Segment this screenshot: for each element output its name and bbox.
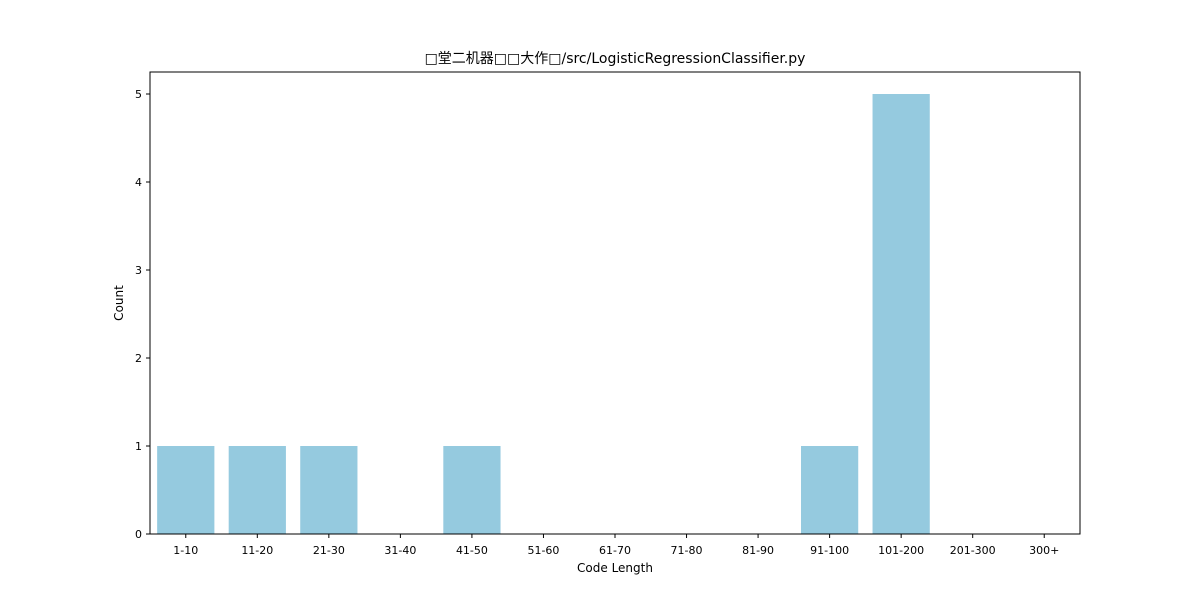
bar-41-50 (443, 446, 501, 534)
y-tick-label: 5 (135, 88, 142, 101)
plot-frame (149, 71, 1081, 535)
x-tick-label: 61-70 (599, 544, 631, 557)
x-tick-label: 1-10 (173, 544, 198, 557)
x-tick-label: 81-90 (742, 544, 774, 557)
x-tick-label: 41-50 (456, 544, 488, 557)
bar-1-10 (157, 446, 215, 534)
x-tick-label: 91-100 (810, 544, 849, 557)
y-tick-label: 1 (135, 440, 142, 453)
chart-title: □堂二机器□□大作□/src/LogisticRegressionClassif… (425, 51, 806, 67)
x-tick-label: 21-30 (313, 544, 345, 557)
x-tick-label: 11-20 (241, 544, 273, 557)
x-tick-label: 300+ (1029, 544, 1059, 557)
bar-11-20 (228, 446, 286, 534)
y-axis: 0 1 2 3 4 5 (135, 88, 150, 541)
y-tick-label: 3 (135, 264, 142, 277)
y-axis-label: Count (112, 285, 126, 321)
y-tick-label: 0 (135, 528, 142, 541)
x-tick-label: 71-80 (671, 544, 703, 557)
bar-101-200 (872, 94, 930, 534)
y-tick-label: 4 (135, 176, 142, 189)
x-tick-label: 101-200 (878, 544, 924, 557)
y-tick-label: 2 (135, 352, 142, 365)
x-tick-label: 51-60 (527, 544, 559, 557)
bar-91-100 (801, 446, 859, 534)
x-axis: 1-10 11-20 21-30 31-40 41-50 51-60 61-70 71-80 8… (173, 534, 1059, 557)
bar-21-30 (300, 446, 358, 534)
x-tick-label: 31-40 (384, 544, 416, 557)
x-axis-label: Code Length (577, 561, 653, 575)
x-tick-label: 201-300 (950, 544, 996, 557)
bars-group (157, 94, 930, 534)
